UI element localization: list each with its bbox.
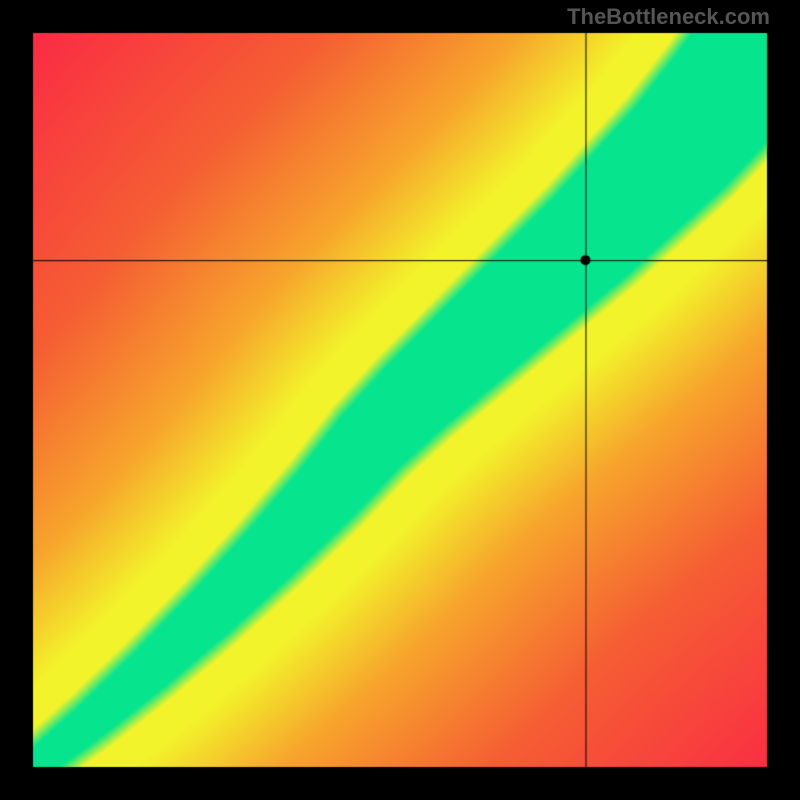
heatmap-canvas [0,0,800,800]
chart-container: TheBottleneck.com [0,0,800,800]
watermark-text: TheBottleneck.com [567,4,770,30]
